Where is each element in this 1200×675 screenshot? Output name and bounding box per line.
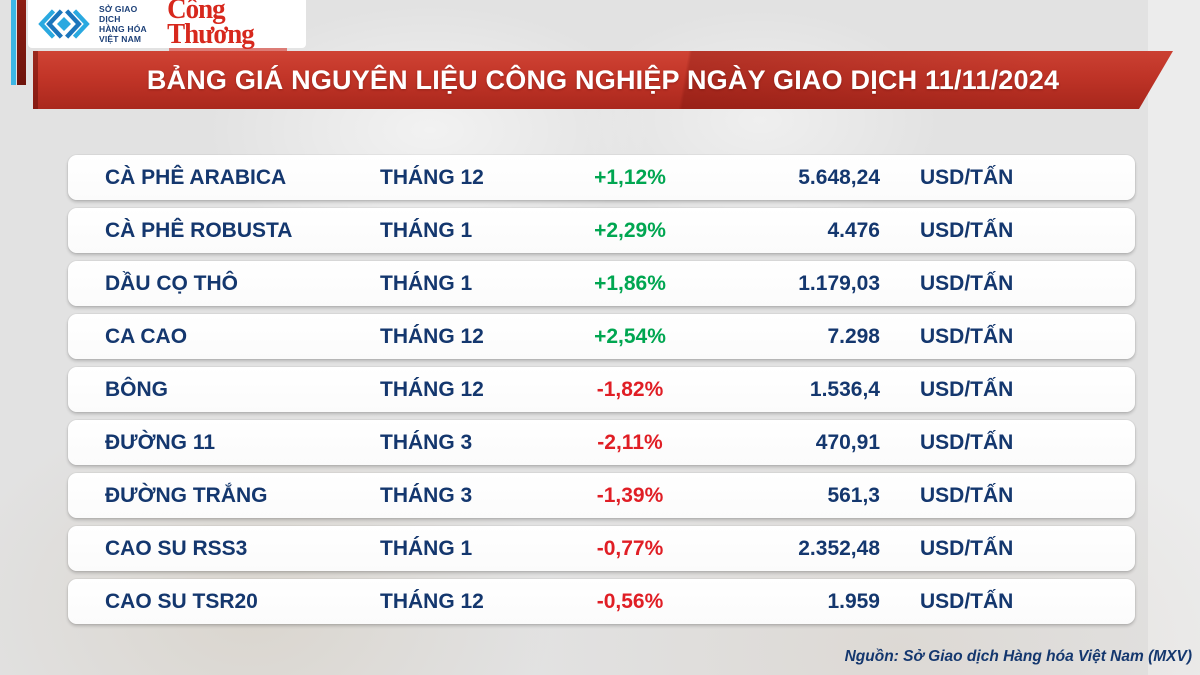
commodity-name: CAO SU TSR20: [105, 589, 258, 613]
commodity-name: ĐƯỜNG 11: [105, 430, 216, 454]
accent-bar-maroon: [17, 0, 26, 85]
accent-bar-cyan: [11, 0, 16, 85]
commodity-name: CÀ PHÊ ROBUSTA: [105, 218, 293, 242]
change-percent: -1,39%: [596, 483, 664, 507]
cong-thuong-logo: Công Thương: [167, 0, 306, 52]
change-percent: +2,29%: [594, 218, 666, 242]
price-unit: USD/TẤN: [920, 377, 1014, 401]
price-table: CÀ PHÊ ARABICA THÁNG 12 +1,12% 5.648,24 …: [68, 155, 1135, 632]
commodity-name: CAO SU RSS3: [105, 536, 248, 560]
contract-month: THÁNG 12: [380, 589, 484, 613]
price-value: 1.179,03: [798, 271, 880, 295]
cong-thuong-wordmark: Công Thương: [167, 0, 255, 50]
source-note: Nguồn: Sở Giao dịch Hàng hóa Việt Nam (M…: [844, 648, 1192, 665]
price-value: 1.959: [827, 589, 880, 613]
commodity-name: CA CAO: [105, 324, 188, 348]
cong-thuong-tagline: [169, 48, 288, 52]
price-value: 470,91: [815, 430, 880, 454]
change-percent: +1,86%: [594, 271, 666, 295]
price-value: 7.298: [827, 324, 880, 348]
contract-month: THÁNG 3: [380, 483, 473, 507]
logo-panel: SỞ GIAO DỊCH HÀNG HÓA VIỆT NAM Công Thươ…: [28, 0, 306, 52]
price-value: 2.352,48: [798, 536, 880, 560]
price-unit: USD/TẤN: [920, 218, 1014, 242]
table-row: BÔNG THÁNG 12 -1,82% 1.536,4 USD/TẤN: [68, 367, 1135, 412]
table-row: DẦU CỌ THÔ THÁNG 1 +1,86% 1.179,03 USD/T…: [68, 261, 1135, 306]
change-percent: +1,12%: [594, 165, 666, 189]
price-unit: USD/TẤN: [920, 536, 1014, 560]
contract-month: THÁNG 3: [380, 430, 473, 454]
commodity-name: ĐƯỜNG TRẮNG: [105, 483, 268, 507]
title-banner: BẢNG GIÁ NGUYÊN LIỆU CÔNG NGHIỆP NGÀY GI…: [33, 51, 1173, 109]
price-unit: USD/TẤN: [920, 589, 1014, 613]
mxv-name-line3: VIỆT NAM: [99, 34, 142, 45]
contract-month: THÁNG 1: [380, 271, 473, 295]
table-row: ĐƯỜNG TRẮNG THÁNG 3 -1,39% 561,3 USD/TẤN: [68, 473, 1135, 518]
contract-month: THÁNG 1: [380, 218, 473, 242]
change-percent: -2,11%: [597, 430, 663, 454]
change-percent: -0,77%: [596, 536, 664, 560]
contract-month: THÁNG 12: [380, 324, 484, 348]
commodity-name: CÀ PHÊ ARABICA: [105, 165, 287, 189]
page-title: BẢNG GIÁ NGUYÊN LIỆU CÔNG NGHIỆP NGÀY GI…: [146, 64, 1060, 95]
table-row: ĐƯỜNG 11 THÁNG 3 -2,11% 470,91 USD/TẤN: [68, 420, 1135, 465]
contract-month: THÁNG 12: [380, 165, 484, 189]
price-unit: USD/TẤN: [920, 483, 1014, 507]
table-row: CAO SU TSR20 THÁNG 12 -0,56% 1.959 USD/T…: [68, 579, 1135, 624]
table-row: CÀ PHÊ ARABICA THÁNG 12 +1,12% 5.648,24 …: [68, 155, 1135, 200]
price-value: 4.476: [827, 218, 880, 242]
contract-month: THÁNG 1: [380, 536, 473, 560]
price-unit: USD/TẤN: [920, 165, 1014, 189]
change-percent: -0,56%: [596, 589, 664, 613]
table-row: CA CAO THÁNG 12 +2,54% 7.298 USD/TẤN: [68, 314, 1135, 359]
price-value: 561,3: [827, 483, 880, 507]
mxv-name: SỞ GIAO DỊCH HÀNG HÓA VIỆT NAM: [99, 4, 157, 45]
price-unit: USD/TẤN: [920, 271, 1014, 295]
price-value: 5.648,24: [798, 165, 880, 189]
commodity-name: DẦU CỌ THÔ: [105, 271, 238, 295]
mxv-name-line1: SỞ GIAO DỊCH: [99, 3, 138, 24]
price-value: 1.536,4: [809, 377, 880, 401]
contract-month: THÁNG 12: [380, 377, 484, 401]
mxv-name-line2: HÀNG HÓA: [99, 24, 147, 34]
table-row: CAO SU RSS3 THÁNG 1 -0,77% 2.352,48 USD/…: [68, 526, 1135, 571]
change-percent: -1,82%: [596, 377, 664, 401]
change-percent: +2,54%: [594, 324, 666, 348]
price-unit: USD/TẤN: [920, 324, 1014, 348]
table-row: CÀ PHÊ ROBUSTA THÁNG 1 +2,29% 4.476 USD/…: [68, 208, 1135, 253]
mxv-logo-icon: [36, 6, 92, 42]
commodity-name: BÔNG: [105, 377, 168, 401]
price-unit: USD/TẤN: [920, 430, 1014, 454]
